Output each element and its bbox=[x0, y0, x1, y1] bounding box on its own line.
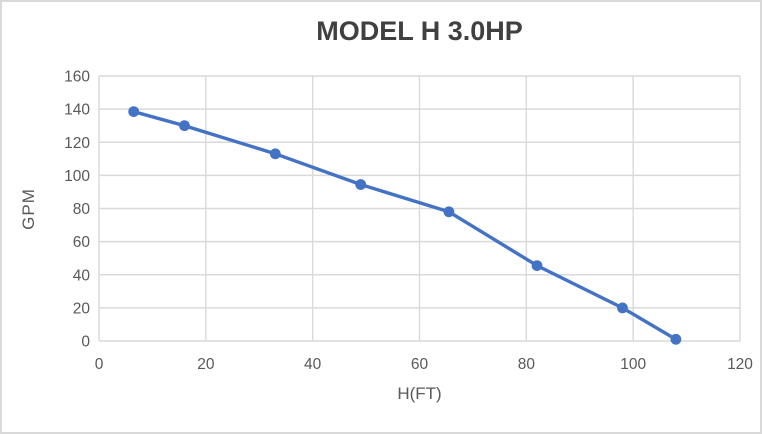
y-tick-label: 120 bbox=[64, 135, 90, 152]
x-tick-label: 60 bbox=[411, 356, 429, 373]
series-line bbox=[131, 109, 678, 341]
data-point-marker bbox=[617, 302, 628, 314]
y-tick-label: 140 bbox=[64, 102, 90, 119]
data-point-marker bbox=[355, 179, 367, 190]
y-tick-label: 20 bbox=[73, 300, 91, 317]
data-point-marker bbox=[443, 206, 455, 218]
y-tick-label: 0 bbox=[81, 334, 90, 351]
y-tick-label: 80 bbox=[73, 201, 91, 218]
data-point-marker bbox=[531, 260, 543, 271]
y-tick-label: 40 bbox=[73, 267, 91, 284]
y-tick-label: 100 bbox=[64, 168, 90, 185]
data-point-marker bbox=[128, 106, 140, 117]
x-tick-label: 40 bbox=[304, 356, 322, 373]
x-axis-title: H(FT) bbox=[397, 384, 442, 403]
x-tick-label: 20 bbox=[197, 356, 215, 373]
chart-title: MODEL H 3.0HP bbox=[316, 16, 523, 46]
data-point-marker bbox=[670, 333, 682, 345]
x-tick-label: 120 bbox=[727, 356, 753, 373]
x-tick-label: 80 bbox=[518, 356, 536, 373]
data-point-marker bbox=[269, 148, 281, 160]
y-tick-label: 160 bbox=[64, 69, 90, 86]
x-tick-label: 100 bbox=[620, 356, 646, 373]
y-tick-label: 60 bbox=[73, 234, 91, 251]
x-tick-label: 0 bbox=[95, 356, 104, 373]
data-point-marker bbox=[179, 120, 190, 132]
